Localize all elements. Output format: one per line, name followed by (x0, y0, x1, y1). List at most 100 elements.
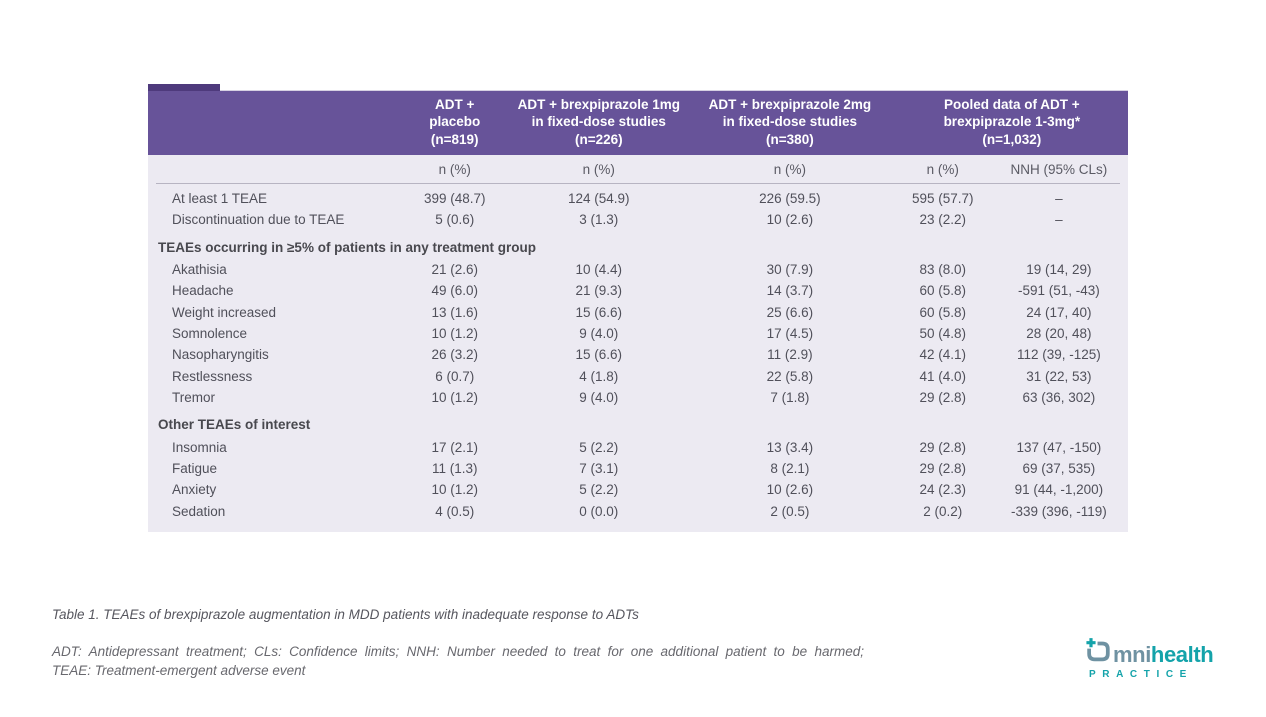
logo-text-health: health (1150, 642, 1214, 667)
table-header-row: ADT + placebo (n=819) ADT + brexpiprazol… (148, 84, 1128, 155)
header-cell-placebo: ADT + placebo (n=819) (429, 97, 481, 147)
value-cell: 22 (5.8) (766, 368, 814, 384)
value-cell: 7 (3.1) (579, 460, 619, 476)
row-label: Restlessness (172, 368, 253, 384)
row-label: Anxiety (172, 482, 217, 498)
value-cell: -591 (51, -43) (1017, 283, 1100, 299)
row-label: Sedation (172, 503, 226, 519)
row-label: Insomnia (172, 439, 227, 455)
header-cell-brex2mg: ADT + brexpiprazole 2mg in fixed-dose st… (708, 97, 872, 147)
omnihealth-bubble-plus-icon (1086, 638, 1110, 662)
value-cell: 2 (0.2) (923, 503, 963, 519)
value-cell: 83 (8.0) (919, 261, 967, 277)
value-cell: 19 (14, 29) (1026, 261, 1092, 277)
table-row: Headache 49 (6.0) 21 (9.3) 14 (3.7) 60 (… (148, 280, 1128, 301)
value-cell: 137 (47, -150) (1016, 439, 1102, 455)
subheader-divider (156, 182, 1120, 184)
row-label: Weight increased (172, 304, 277, 320)
value-cell: 15 (6.6) (575, 304, 623, 320)
subheader-row: n (%) n (%) n (%) n (%) NNH (95% CLs) (148, 155, 1128, 183)
value-cell: 10 (1.2) (431, 482, 478, 498)
table-row: Weight increased 13 (1.6) 15 (6.6) 25 (6… (148, 301, 1128, 322)
value-cell: 10 (4.4) (575, 261, 623, 277)
logo-wordmark: mni health (1084, 636, 1218, 666)
value-cell: 10 (2.6) (766, 482, 814, 498)
value-cell: -339 (396, -119) (1010, 503, 1107, 519)
row-label: Somnolence (172, 325, 248, 341)
section-title: TEAEs occurring in ≥5% of patients in an… (158, 239, 536, 255)
table-row: Nasopharyngitis 26 (3.2) 15 (6.6) 11 (2.… (148, 344, 1128, 365)
value-cell: 226 (59.5) (759, 190, 821, 206)
value-cell: – (1055, 190, 1063, 206)
value-cell: 6 (0.7) (435, 368, 475, 384)
table-caption: Table 1. TEAEs of brexpiprazole augmenta… (52, 607, 639, 622)
value-cell: 5 (2.2) (579, 482, 619, 498)
value-cell: 91 (44, -1,200) (1014, 482, 1104, 498)
value-cell: 0 (0.0) (579, 503, 619, 519)
value-cell: 21 (9.3) (575, 283, 623, 299)
value-cell: 5 (0.6) (435, 212, 475, 228)
value-cell: 28 (20, 48) (1026, 325, 1092, 341)
value-cell: 10 (1.2) (431, 390, 478, 406)
header-cell-pooled: Pooled data of ADT + brexpiprazole 1-3mg… (943, 97, 1081, 147)
row-label: Nasopharyngitis (172, 347, 269, 363)
value-cell: 24 (2.3) (919, 482, 967, 498)
omnihealth-logo: mni health PRACTICE (1084, 636, 1218, 680)
footnote-line: TEAE: Treatment-emergent adverse event (52, 663, 306, 679)
subheader-cell: n (%) (438, 161, 471, 177)
table-row: Tremor 10 (1.2) 9 (4.0) 7 (1.8) 29 (2.8)… (148, 387, 1128, 408)
row-label: Discontinuation due to TEAE (172, 212, 345, 228)
value-cell: 63 (36, 302) (1022, 390, 1096, 406)
value-cell: 25 (6.6) (766, 304, 814, 320)
value-cell: 69 (37, 535) (1022, 460, 1096, 476)
row-label: Headache (172, 283, 234, 299)
section-title: Other TEAEs of interest (158, 417, 311, 433)
teae-table: ADT + placebo (n=819) ADT + brexpiprazol… (148, 84, 1128, 532)
value-cell: 5 (2.2) (579, 439, 619, 455)
value-cell: 8 (2.1) (770, 460, 810, 476)
value-cell: 29 (2.8) (919, 460, 967, 476)
value-cell: 21 (2.6) (431, 261, 478, 277)
value-cell: 13 (3.4) (766, 439, 814, 455)
value-cell: 29 (2.8) (919, 390, 967, 406)
logo-tagline: PRACTICE (1089, 669, 1193, 680)
value-cell: 49 (6.0) (431, 283, 478, 299)
value-cell: 17 (4.5) (766, 325, 814, 341)
subheader-cell: n (%) (926, 161, 959, 177)
value-cell: 24 (17, 40) (1026, 304, 1092, 320)
table-body: n (%) n (%) n (%) n (%) NNH (95% CLs) At… (148, 154, 1128, 532)
table-row: Anxiety 10 (1.2) 5 (2.2) 10 (2.6) 24 (2.… (148, 479, 1128, 500)
footnote-line: ADT: Antidepressant treatment; CLs: Conf… (52, 644, 864, 659)
value-cell: 42 (4.1) (919, 347, 967, 363)
subheader-cell: n (%) (773, 161, 807, 177)
abbreviations-footnote: ADT: Antidepressant treatment; CLs: Conf… (52, 642, 864, 680)
value-cell: 41 (4.0) (919, 368, 967, 384)
subheader-cell-nnh: NNH (95% CLs) (1010, 161, 1108, 177)
row-label: At least 1 TEAE (172, 190, 268, 206)
value-cell: – (1055, 212, 1063, 228)
row-label: Fatigue (172, 460, 218, 476)
row-label: Akathisia (172, 261, 227, 277)
value-cell: 11 (2.9) (767, 347, 813, 363)
value-cell: 11 (1.3) (431, 460, 478, 476)
value-cell: 124 (54.9) (568, 190, 630, 206)
value-cell: 4 (1.8) (579, 368, 619, 384)
table-row: At least 1 TEAE 399 (48.7) 124 (54.9) 22… (148, 188, 1128, 209)
value-cell: 26 (3.2) (431, 347, 478, 363)
value-cell: 9 (4.0) (579, 325, 619, 341)
value-cell: 112 (39, -125) (1016, 347, 1101, 363)
table-row: Somnolence 10 (1.2) 9 (4.0) 17 (4.5) 50 … (148, 323, 1128, 344)
value-cell: 15 (6.6) (575, 347, 623, 363)
table-row: Discontinuation due to TEAE 5 (0.6) 3 (1… (148, 209, 1128, 230)
table-row: Insomnia 17 (2.1) 5 (2.2) 13 (3.4) 29 (2… (148, 436, 1128, 457)
logo-text-mni: mni (1113, 642, 1151, 667)
row-label: Tremor (172, 390, 215, 406)
value-cell: 14 (3.7) (766, 283, 814, 299)
subheader-cell: n (%) (582, 161, 615, 177)
value-cell: 10 (2.6) (766, 212, 814, 228)
value-cell: 4 (0.5) (435, 503, 475, 519)
value-cell: 60 (5.8) (919, 283, 967, 299)
value-cell: 23 (2.2) (919, 212, 967, 228)
value-cell: 30 (7.9) (766, 261, 814, 277)
